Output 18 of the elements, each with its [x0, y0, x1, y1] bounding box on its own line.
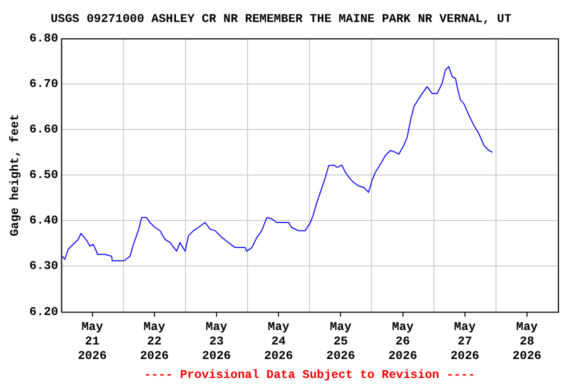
y-tick-label: 6.70: [29, 76, 58, 91]
x-tick-label: May 28 2026: [512, 320, 542, 363]
y-tick-label: 6.40: [29, 214, 58, 228]
text: ---- Provisional Data Subject to Revision ----: [144, 368, 476, 382]
x-tick-label: May 27 2026: [450, 320, 480, 363]
x-tick-label: May 24 2026: [264, 320, 293, 363]
y-tick-label: 6.20: [29, 304, 58, 319]
chart-title: USGS 09271000 ASHLEY CR NR REMEMBER THE MAINE PARK NR VERNAL, UT: [50, 12, 512, 26]
x-tick-label: May 23 2026: [202, 320, 231, 363]
y-tick-label: 6.30: [29, 259, 58, 274]
x-tick-label: May 21 2026: [78, 320, 107, 363]
x-tick-label: May 25 2026: [326, 320, 356, 363]
x-tick-label: May 26 2026: [388, 320, 418, 363]
y-axis-title: Gage height, feet: [8, 114, 22, 236]
y-tick-label: 6.50: [29, 168, 58, 182]
y-tick-label: 6.60: [29, 122, 58, 137]
x-tick-label: May 22 2026: [140, 320, 169, 363]
y-tick-label: 6.80: [29, 31, 58, 46]
